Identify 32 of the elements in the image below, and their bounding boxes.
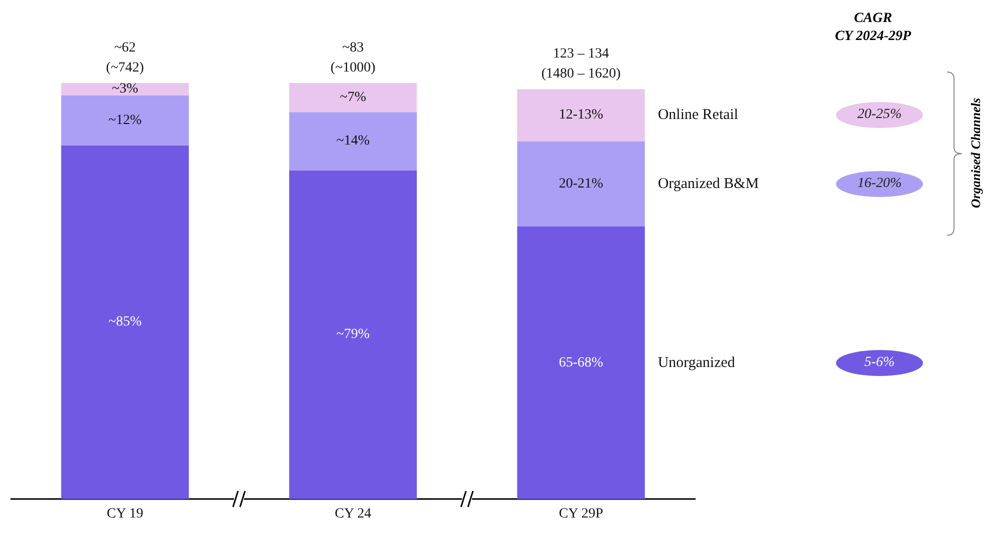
- data-label: 65-68%: [558, 355, 604, 370]
- bar: [517, 89, 645, 142]
- total-label: 123 – 134 (1480 – 1620): [541, 46, 621, 82]
- data-label: ~14%: [336, 134, 370, 149]
- text: Organised Channels: [968, 98, 984, 208]
- series-label: Organized B&M: [658, 174, 759, 194]
- bar: [289, 170, 417, 499]
- x-tick-label: CY 19: [106, 506, 144, 522]
- text: CAGR CY 2024-29P: [834, 10, 912, 46]
- oval-badge: 5-6%: [836, 350, 923, 376]
- bar: [517, 141, 645, 227]
- bar: [61, 83, 189, 96]
- total-label: ~62 (~742): [106, 40, 144, 76]
- bar: [61, 95, 189, 146]
- bar: [289, 83, 417, 112]
- data-label: ~85%: [108, 314, 142, 330]
- bar: [61, 145, 189, 499]
- oval-badge: 16-20%: [836, 170, 923, 197]
- oval-badge: 20-25%: [836, 102, 923, 128]
- x-tick-label: CY 24: [334, 506, 372, 522]
- x-tick-label: CY 29P: [558, 506, 604, 522]
- bar: [289, 112, 417, 170]
- data-label: 20-21%: [558, 176, 604, 192]
- bar: [517, 226, 645, 499]
- data-label: ~12%: [108, 112, 142, 128]
- data-label: ~3%: [112, 82, 138, 97]
- series-label: Unorganized: [658, 354, 736, 373]
- data-label: ~79%: [336, 327, 370, 342]
- data-label: ~7%: [340, 90, 366, 106]
- total-label: ~83 (~1000): [330, 40, 376, 76]
- series-label: Online Retail: [658, 106, 738, 126]
- data-label: 12-13%: [558, 108, 604, 123]
